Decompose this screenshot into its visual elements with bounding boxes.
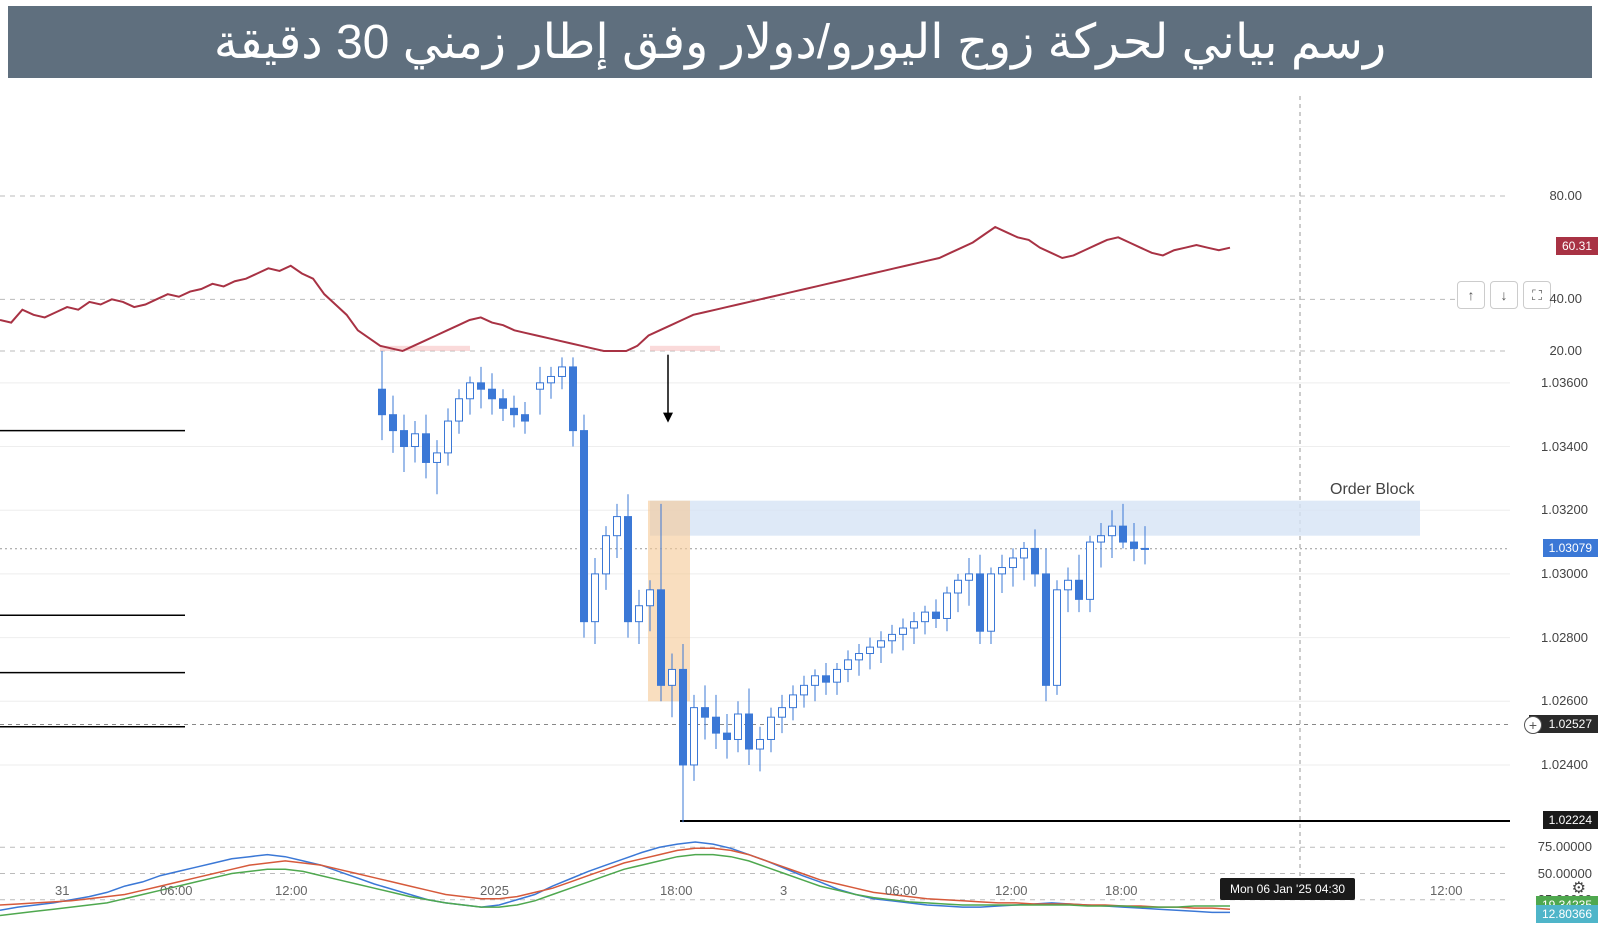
price-axis-label: 1.02400 [1541, 757, 1588, 772]
time-axis-label: 06:00 [160, 883, 193, 898]
price-axis-label: 1.03000 [1541, 566, 1588, 581]
time-axis-label: 2025 [480, 883, 509, 898]
price-low-tag: 1.02224 [1543, 811, 1598, 829]
chart-svg [0, 96, 1600, 936]
chart-area: ↑ ↓ ⛶ 80.00 40.00 20.00 60.31 1.03600 1.03400… [0, 96, 1600, 906]
price-axis-label: 1.03200 [1541, 502, 1588, 517]
rsi-axis-label: 80.00 [1549, 188, 1582, 203]
price-axis-label: 1.03600 [1541, 375, 1588, 390]
price-axis-label: 1.02600 [1541, 693, 1588, 708]
stoch-tag-2: 12.80366 [1536, 905, 1598, 923]
time-axis-label: 12:00 [995, 883, 1028, 898]
price-axis-label: 1.02800 [1541, 630, 1588, 645]
time-axis-label: 12:00 [1430, 883, 1463, 898]
price-axis-label: 1.03400 [1541, 439, 1588, 454]
axis-settings-icon: ⚙ [1572, 878, 1586, 898]
time-axis-label: 18:00 [1105, 883, 1138, 898]
scroll-up-button[interactable]: ↑ [1457, 281, 1485, 309]
scroll-down-button[interactable]: ↓ [1490, 281, 1518, 309]
rsi-current-tag: 60.31 [1556, 237, 1598, 255]
rsi-axis-label: 20.00 [1549, 343, 1582, 358]
stoch-axis-label: 75.00000 [1538, 839, 1592, 854]
crosshair-add-icon: + [1524, 716, 1542, 734]
time-axis-label: 18:00 [660, 883, 693, 898]
time-axis-label: 31 [55, 883, 69, 898]
time-axis-label: 3 [780, 883, 787, 898]
time-axis-label: 12:00 [275, 883, 308, 898]
fit-button[interactable]: ⛶ [1523, 281, 1551, 309]
time-axis-label: 06:00 [885, 883, 918, 898]
rsi-axis-label: 40.00 [1549, 291, 1582, 306]
chart-title: رسم بياني لحركة زوج اليورو/دولار وفق إطا… [8, 6, 1592, 78]
price-current-tag: 1.03079 [1543, 539, 1598, 557]
crosshair-time-box: Mon 06 Jan '25 04:30 [1220, 878, 1355, 900]
orderblock-label: Order Block [1330, 481, 1414, 499]
